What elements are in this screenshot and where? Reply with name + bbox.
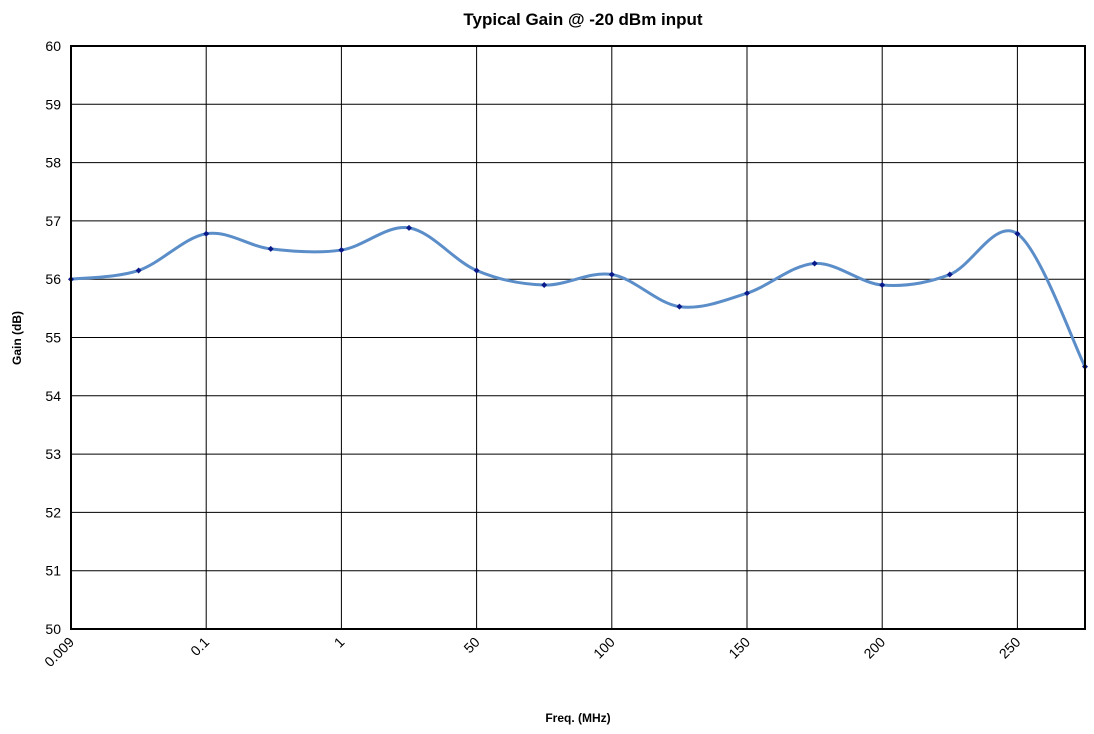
data-point-marker <box>135 267 142 274</box>
y-tick-label: 50 <box>45 621 61 637</box>
data-point-marker <box>473 267 480 274</box>
y-tick-label: 60 <box>45 38 61 54</box>
data-point-marker <box>1014 230 1021 237</box>
y-tick-label: 51 <box>45 563 61 579</box>
x-tick-label: 250 <box>996 634 1024 662</box>
data-point-marker <box>267 245 274 252</box>
y-axis-label: Gain (dB) <box>10 311 24 365</box>
data-point-marker <box>676 303 683 310</box>
y-tick-label: 56 <box>45 271 61 287</box>
plot-area-border <box>70 45 1086 630</box>
x-tick-label: 50 <box>460 634 482 656</box>
y-tick-label: 52 <box>45 504 61 520</box>
data-point-marker <box>203 230 210 237</box>
y-tick-label: 55 <box>45 330 61 346</box>
y-tick-label: 58 <box>45 155 61 171</box>
data-point-marker <box>406 224 412 231</box>
y-tick-label: 54 <box>45 388 61 404</box>
y-tick-label: 53 <box>45 446 61 462</box>
x-tick-label: 200 <box>860 634 888 662</box>
x-tick-label: 150 <box>725 634 753 662</box>
data-point-marker <box>608 271 615 278</box>
y-tick-label: 57 <box>45 213 61 229</box>
data-point-marker <box>879 282 886 289</box>
x-tick-label: 100 <box>590 634 618 662</box>
data-point-marker <box>541 282 548 289</box>
x-axis-label: Freq. (MHz) <box>545 711 610 725</box>
gain-series-line <box>70 226 1087 368</box>
x-tick-label: 0.1 <box>187 634 212 659</box>
series-layer <box>68 224 1088 370</box>
data-point-marker <box>744 290 750 297</box>
data-point-marker <box>946 271 953 278</box>
chart-title: Typical Gain @ -20 dBm input <box>463 10 703 29</box>
data-point-marker <box>811 260 818 267</box>
y-tick-label: 59 <box>45 96 61 112</box>
data-point-marker <box>338 247 345 254</box>
x-tick-label: 1 <box>331 634 348 651</box>
x-tick-label: 0.009 <box>41 634 77 670</box>
grid-lines <box>70 45 1085 630</box>
